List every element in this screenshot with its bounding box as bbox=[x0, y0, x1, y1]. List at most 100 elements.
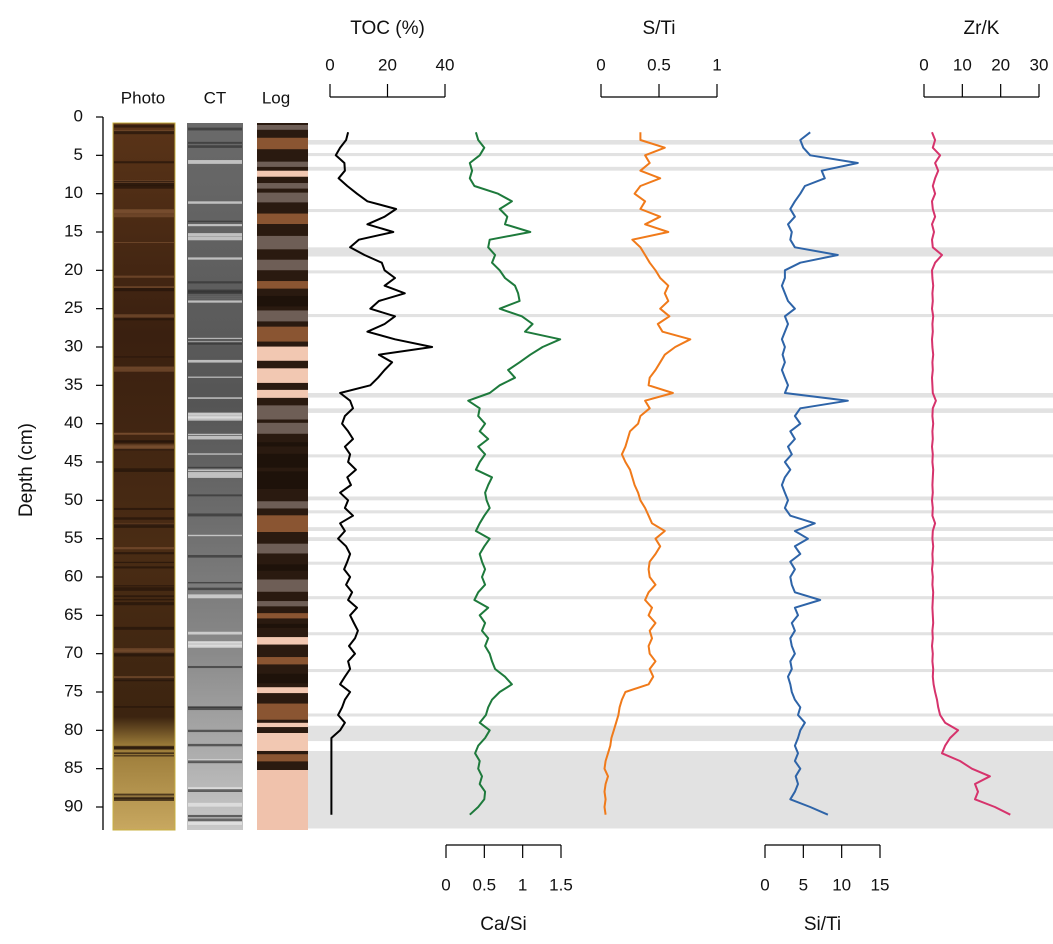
ct-streak bbox=[188, 281, 242, 284]
core-streak bbox=[114, 185, 174, 187]
core-streak bbox=[114, 650, 174, 654]
core-streak bbox=[114, 468, 174, 471]
log-layer bbox=[257, 453, 308, 468]
core-streak bbox=[114, 470, 174, 472]
ct-streak bbox=[188, 645, 242, 648]
log-layer bbox=[257, 543, 308, 554]
core-streak bbox=[114, 796, 174, 800]
ct-streak bbox=[188, 821, 242, 825]
log-layer bbox=[257, 442, 308, 447]
panel-title: Ca/Si bbox=[480, 914, 526, 935]
x-tick-label: 20 bbox=[378, 55, 397, 74]
y-tick-label: 20 bbox=[64, 260, 83, 279]
core-streak bbox=[114, 547, 174, 550]
core-streak bbox=[114, 182, 174, 184]
core-streak bbox=[114, 552, 174, 555]
core-streak bbox=[114, 318, 174, 321]
ct-streak bbox=[188, 474, 242, 478]
ct-streak bbox=[188, 665, 242, 669]
core-streak bbox=[114, 752, 174, 755]
y-tick-label: 10 bbox=[64, 183, 83, 202]
ct-streak bbox=[188, 818, 242, 822]
log-layer bbox=[257, 673, 308, 684]
shaded-interval bbox=[308, 596, 1053, 600]
ct-streak bbox=[188, 296, 242, 299]
x-tick-label: 0 bbox=[325, 55, 334, 74]
panel-title: S/Ti bbox=[642, 18, 675, 39]
core-streak bbox=[114, 287, 174, 292]
ct-streak bbox=[188, 760, 242, 764]
y-tick-label: 60 bbox=[64, 566, 83, 585]
data-line bbox=[780, 131, 859, 816]
core-streak bbox=[114, 602, 174, 606]
ct-streak bbox=[188, 201, 242, 204]
core-streak bbox=[114, 356, 174, 358]
y-tick-label: 0 bbox=[74, 106, 83, 125]
log-layer bbox=[257, 564, 308, 571]
shaded-interval bbox=[308, 314, 1053, 318]
core-streak bbox=[114, 595, 174, 598]
ct-streak bbox=[188, 631, 242, 635]
shaded-interval bbox=[308, 537, 1053, 541]
ct-streak bbox=[188, 641, 242, 643]
ct-streak bbox=[188, 224, 242, 227]
ct-streak bbox=[188, 554, 242, 558]
log-layer bbox=[257, 310, 308, 322]
core-streak bbox=[114, 440, 174, 443]
x-tick-label: 15 bbox=[871, 875, 890, 894]
ct-streak bbox=[188, 494, 242, 497]
log-layer bbox=[257, 471, 308, 489]
shaded-interval bbox=[308, 209, 1053, 213]
log-layer bbox=[257, 213, 308, 225]
data-line bbox=[330, 132, 434, 815]
ct-streak bbox=[188, 295, 242, 297]
core-streak bbox=[114, 161, 174, 164]
panel-title: Si/Ti bbox=[804, 914, 841, 935]
y-tick-label: 65 bbox=[64, 605, 83, 624]
x-tick-label: 20 bbox=[991, 55, 1010, 74]
x-tick-label: 0.5 bbox=[473, 875, 497, 894]
y-axis-label: Depth (cm) bbox=[16, 423, 37, 517]
ct-streak bbox=[188, 220, 242, 223]
ct-streak bbox=[188, 160, 242, 164]
shaded-interval bbox=[308, 751, 1053, 829]
shaded-interval bbox=[308, 510, 1053, 514]
core-streak bbox=[114, 648, 174, 652]
log-layer bbox=[257, 235, 308, 250]
ct-streak bbox=[188, 413, 242, 417]
log-layer bbox=[257, 389, 308, 398]
core-streak bbox=[114, 183, 174, 185]
y-tick-label: 30 bbox=[64, 336, 83, 355]
y-tick-label: 45 bbox=[64, 451, 83, 470]
y-tick-label: 90 bbox=[64, 796, 83, 815]
ct-streak bbox=[188, 300, 242, 303]
core-streak bbox=[114, 367, 174, 372]
shaded-interval bbox=[308, 153, 1053, 157]
panel-title: Zr/K bbox=[964, 18, 1000, 39]
x-tick-label: 0 bbox=[760, 875, 769, 894]
x-tick-label: 0 bbox=[441, 875, 450, 894]
core-streak bbox=[114, 209, 174, 213]
column-label: CT bbox=[204, 88, 227, 107]
x-tick-label: 10 bbox=[832, 875, 851, 894]
x-tick-label: 30 bbox=[1030, 55, 1049, 74]
log-layer bbox=[257, 405, 308, 420]
shaded-interval bbox=[308, 713, 1053, 717]
ct-streak bbox=[188, 513, 242, 517]
ct-streak bbox=[188, 435, 242, 440]
ct-streak bbox=[188, 290, 242, 294]
y-tick-label: 70 bbox=[64, 643, 83, 662]
log-layer bbox=[257, 515, 308, 533]
log-layer bbox=[257, 703, 308, 720]
ct-streak bbox=[188, 453, 242, 455]
ct-streak bbox=[188, 642, 242, 645]
ct-streak bbox=[188, 359, 242, 363]
core-streak bbox=[114, 626, 174, 630]
ct-streak bbox=[188, 127, 242, 131]
x-tick-label: 1 bbox=[712, 55, 721, 74]
ct-streak bbox=[188, 581, 242, 584]
ct-streak bbox=[188, 802, 242, 807]
log-layer bbox=[257, 326, 308, 342]
core-streak bbox=[114, 214, 174, 218]
log-layer bbox=[257, 601, 308, 607]
